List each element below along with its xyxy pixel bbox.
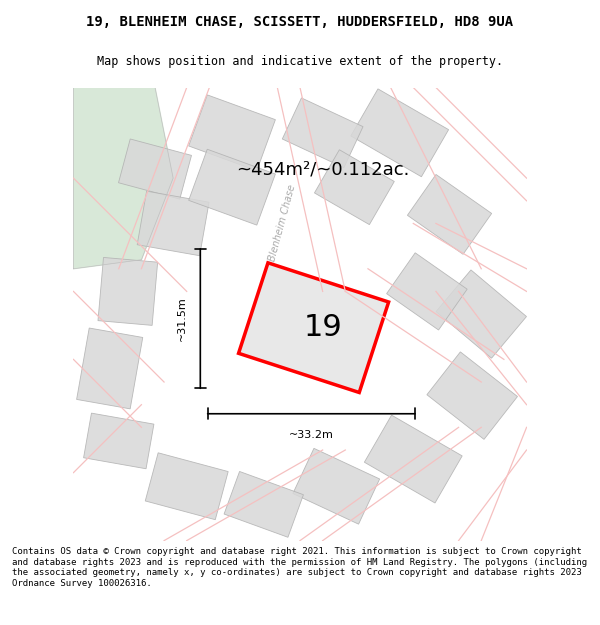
Text: 19: 19	[303, 313, 342, 342]
Polygon shape	[188, 149, 275, 225]
Text: ~33.2m: ~33.2m	[289, 429, 334, 439]
Polygon shape	[224, 471, 304, 538]
Polygon shape	[73, 88, 173, 269]
Polygon shape	[427, 352, 517, 439]
Polygon shape	[83, 413, 154, 469]
Text: ~454m²/~0.112ac.: ~454m²/~0.112ac.	[236, 160, 409, 178]
Polygon shape	[188, 95, 275, 171]
Polygon shape	[407, 174, 491, 254]
Text: ~31.5m: ~31.5m	[177, 296, 187, 341]
Polygon shape	[364, 415, 462, 503]
Polygon shape	[137, 191, 209, 256]
Polygon shape	[314, 150, 394, 224]
Polygon shape	[239, 262, 389, 392]
Polygon shape	[77, 328, 143, 409]
Polygon shape	[436, 270, 526, 358]
Polygon shape	[145, 452, 228, 520]
Polygon shape	[386, 253, 467, 330]
Text: Blenheim Chase: Blenheim Chase	[267, 184, 297, 263]
Text: Contains OS data © Crown copyright and database right 2021. This information is : Contains OS data © Crown copyright and d…	[12, 548, 587, 588]
Polygon shape	[351, 89, 449, 177]
Text: 19, BLENHEIM CHASE, SCISSETT, HUDDERSFIELD, HD8 9UA: 19, BLENHEIM CHASE, SCISSETT, HUDDERSFIE…	[86, 15, 514, 29]
Polygon shape	[98, 258, 158, 326]
Polygon shape	[118, 139, 191, 199]
Polygon shape	[282, 98, 363, 168]
Text: Map shows position and indicative extent of the property.: Map shows position and indicative extent…	[97, 55, 503, 68]
Polygon shape	[293, 448, 380, 524]
